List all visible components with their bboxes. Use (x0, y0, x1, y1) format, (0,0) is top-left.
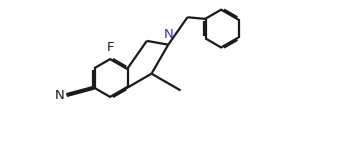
Text: N: N (54, 89, 64, 102)
Text: N: N (164, 28, 173, 41)
Text: F: F (107, 41, 115, 54)
